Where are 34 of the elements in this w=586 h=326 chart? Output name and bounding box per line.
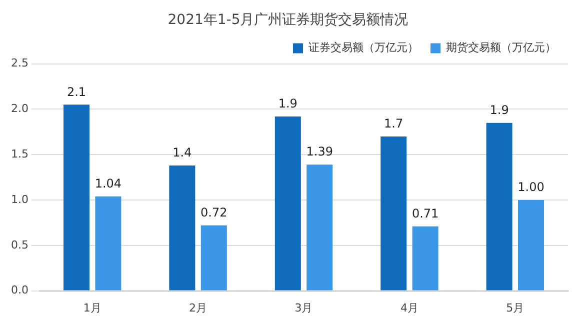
bar bbox=[412, 226, 438, 290]
y-tick-label: 2.5 bbox=[10, 56, 28, 70]
x-tick-label: 4月 bbox=[400, 301, 418, 314]
bar bbox=[95, 196, 122, 290]
y-tick-label: 0.5 bbox=[10, 238, 28, 252]
y-tick-label: 2.0 bbox=[10, 102, 28, 116]
x-tick-label: 5月 bbox=[506, 301, 524, 314]
y-tick-label: 1.0 bbox=[10, 192, 28, 206]
bar bbox=[306, 164, 333, 290]
legend-label: 期货交易额（万亿元） bbox=[446, 41, 556, 54]
data-label: 1.39 bbox=[306, 144, 333, 159]
data-label: 1.04 bbox=[94, 176, 122, 190]
data-label: 1.4 bbox=[172, 146, 192, 160]
data-label: 1.00 bbox=[518, 180, 544, 194]
bar bbox=[518, 200, 544, 290]
legend-label: 证券交易额（万亿元） bbox=[308, 41, 418, 54]
bar bbox=[200, 225, 227, 290]
chart-title: 2021年1-5月广州证券期货交易额情况 bbox=[168, 12, 408, 28]
bar bbox=[486, 122, 512, 290]
x-tick-label: 3月 bbox=[294, 301, 313, 314]
data-label: 1.7 bbox=[384, 116, 404, 131]
data-label: 2.1 bbox=[66, 84, 86, 99]
y-tick-label: 1.5 bbox=[10, 147, 28, 160]
bar bbox=[274, 116, 301, 290]
bar bbox=[169, 165, 196, 290]
data-label: 1.9 bbox=[490, 102, 509, 117]
bar bbox=[380, 136, 407, 290]
x-tick-label: 1月 bbox=[83, 301, 102, 314]
y-tick-label: 0.0 bbox=[10, 284, 28, 297]
x-tick-label: 2月 bbox=[189, 301, 208, 314]
data-label: 1.9 bbox=[278, 96, 298, 111]
bar bbox=[63, 104, 90, 290]
data-label: 0.72 bbox=[200, 206, 228, 220]
data-label: 0.71 bbox=[412, 206, 439, 220]
